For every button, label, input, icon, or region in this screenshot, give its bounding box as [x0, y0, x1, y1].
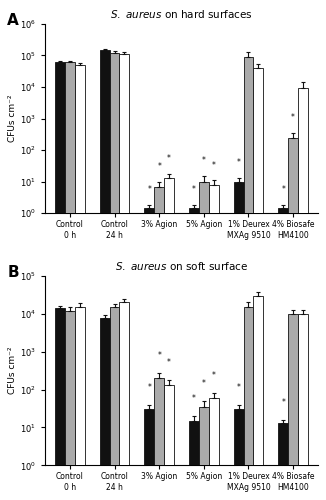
Text: *: * — [212, 372, 215, 380]
Bar — [75, 65, 84, 500]
Bar — [144, 410, 154, 500]
Bar — [253, 68, 263, 500]
Text: *: * — [237, 382, 241, 392]
Bar — [100, 50, 110, 500]
Bar — [199, 407, 209, 500]
Bar — [244, 307, 253, 500]
Bar — [100, 318, 110, 500]
Bar — [278, 423, 288, 500]
Bar — [55, 62, 65, 500]
Bar — [209, 398, 218, 500]
Text: *: * — [291, 113, 295, 122]
Title: $\mathit{S.\ aureus}$ on soft surface: $\mathit{S.\ aureus}$ on soft surface — [115, 260, 248, 272]
Text: *: * — [202, 156, 206, 166]
Bar — [253, 296, 263, 500]
Bar — [55, 308, 65, 500]
Bar — [298, 314, 308, 500]
Bar — [65, 62, 75, 500]
Bar — [154, 186, 164, 500]
Bar — [75, 307, 84, 500]
Bar — [199, 182, 209, 500]
Text: *: * — [147, 382, 151, 392]
Bar — [288, 138, 298, 500]
Bar — [189, 421, 199, 500]
Text: *: * — [157, 350, 161, 360]
Title: $\mathit{S.\ aureus}$ on hard surfaces: $\mathit{S.\ aureus}$ on hard surfaces — [110, 8, 253, 20]
Y-axis label: CFUs cm⁻²: CFUs cm⁻² — [8, 347, 17, 395]
Bar — [154, 378, 164, 500]
Bar — [110, 307, 119, 500]
Text: *: * — [157, 162, 161, 171]
Text: *: * — [192, 186, 196, 194]
Bar — [119, 302, 129, 500]
Text: *: * — [237, 158, 241, 168]
Text: *: * — [192, 394, 196, 403]
Text: *: * — [281, 398, 285, 407]
Bar — [298, 88, 308, 500]
Text: *: * — [202, 379, 206, 388]
Text: *: * — [167, 154, 171, 163]
Bar — [164, 178, 174, 500]
Text: *: * — [147, 186, 151, 194]
Bar — [288, 314, 298, 500]
Bar — [144, 208, 154, 500]
Bar — [110, 53, 119, 500]
Bar — [209, 184, 218, 500]
Text: A: A — [7, 12, 19, 28]
Bar — [164, 386, 174, 500]
Text: *: * — [212, 160, 215, 170]
Bar — [119, 54, 129, 500]
Bar — [234, 182, 244, 500]
Bar — [189, 208, 199, 500]
Text: B: B — [7, 264, 19, 280]
Text: *: * — [167, 358, 171, 367]
Bar — [244, 57, 253, 500]
Bar — [278, 208, 288, 500]
Bar — [234, 410, 244, 500]
Bar — [65, 311, 75, 500]
Text: *: * — [281, 186, 285, 194]
Y-axis label: CFUs cm⁻²: CFUs cm⁻² — [8, 95, 17, 142]
